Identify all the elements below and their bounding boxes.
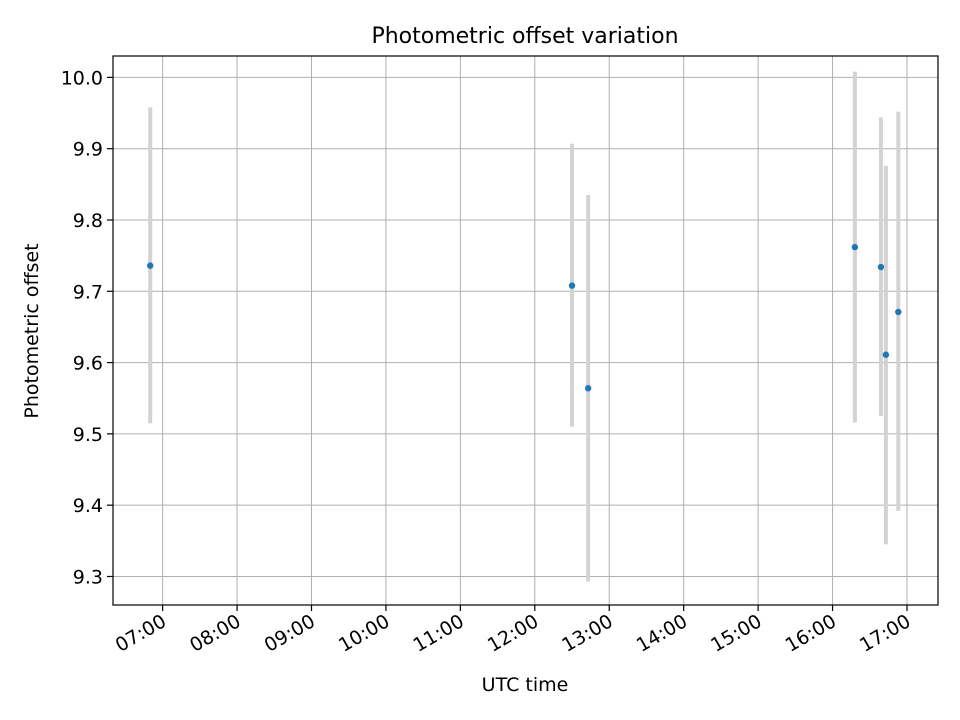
data-point [851, 243, 859, 251]
y-tick-label: 9.8 [73, 210, 103, 232]
x-tick-label: 10:00 [335, 610, 393, 656]
plot-frame [112, 55, 939, 606]
y-axis-label: Photometric offset [21, 243, 43, 418]
tick-layer: 07:00 08:00 09:00 10:00 11:00 12:00 13:00 14:00… [61, 67, 915, 656]
grid-layer [113, 56, 938, 605]
data-point [877, 263, 885, 271]
x-tick-label: 12:00 [484, 610, 542, 656]
y-tick-label: 9.7 [73, 281, 103, 303]
x-axis-label: UTC time [482, 674, 569, 696]
x-tick-label: 13:00 [558, 610, 616, 656]
data-point [895, 308, 902, 316]
x-tick-label: 09:00 [261, 610, 319, 656]
data-point [568, 282, 576, 289]
point-layer [147, 243, 902, 392]
x-tick-label: 08:00 [186, 610, 244, 656]
y-tick-label: 9.4 [73, 495, 103, 517]
y-tick-label: 9.5 [73, 424, 103, 446]
y-tick-label: 9.9 [73, 139, 103, 161]
x-tick-label: 15:00 [707, 610, 765, 656]
x-tick-label: 17:00 [856, 610, 914, 656]
y-tick-label: 9.3 [73, 566, 103, 588]
data-point [584, 385, 592, 392]
data-point [882, 351, 890, 358]
data-point [147, 262, 154, 269]
x-tick-label: 16:00 [782, 610, 840, 656]
chart-title: Photometric offset variation [371, 24, 678, 49]
x-tick-label: 14:00 [633, 610, 691, 656]
x-tick-label: 11:00 [409, 610, 467, 656]
x-tick-label: 07:00 [112, 610, 170, 656]
y-tick-label: 9.6 [73, 353, 103, 375]
y-tick-label: 10.0 [61, 67, 103, 89]
